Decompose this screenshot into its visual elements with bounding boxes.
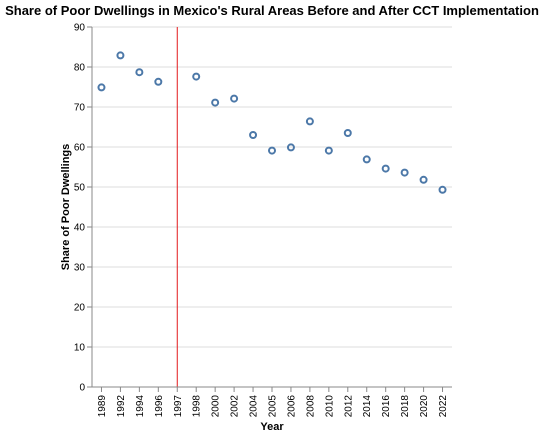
x-tick-label: 2014 [362, 395, 373, 418]
x-tick-label: 2008 [305, 395, 316, 418]
x-tick-label: 1996 [154, 395, 165, 418]
x-tick-label: 1989 [97, 395, 108, 418]
x-tick-label: 2006 [286, 395, 297, 418]
x-tick-label: 2022 [438, 395, 449, 418]
x-tick-label: 2010 [324, 395, 335, 418]
x-tick-label: 1994 [135, 395, 146, 418]
data-point [305, 117, 314, 126]
y-tick-label: 10 [74, 343, 86, 354]
y-tick-label: 80 [74, 63, 86, 74]
data-point [286, 143, 295, 152]
data-point [400, 168, 409, 177]
data-point [343, 129, 352, 137]
y-tick-label: 0 [79, 383, 85, 394]
x-tick-label: 2004 [249, 395, 260, 418]
data-point [324, 146, 333, 155]
x-tick-label: 2020 [419, 395, 430, 418]
data-point [97, 83, 106, 92]
data-point [362, 155, 371, 164]
data-point [135, 68, 144, 77]
x-tick-label: 1998 [192, 395, 203, 418]
y-tick-label: 30 [74, 263, 86, 274]
y-tick-label: 40 [74, 223, 86, 234]
x-tick-label: 2016 [381, 395, 392, 418]
data-point [381, 164, 390, 173]
x-tick-label: 1992 [116, 395, 127, 418]
data-points [97, 51, 447, 194]
y-tick-label: 70 [74, 103, 86, 114]
x-tick-label: 2018 [400, 395, 411, 418]
data-point [154, 77, 163, 86]
y-tick-label: 50 [74, 183, 86, 194]
data-point [249, 131, 258, 139]
data-point [419, 175, 428, 184]
x-axis-title: Year [260, 421, 284, 433]
data-point [230, 94, 239, 103]
data-point [268, 146, 276, 155]
x-tick-label: 2000 [211, 395, 222, 418]
chart-title: Share of Poor Dwellings in Mexico's Rura… [5, 3, 539, 18]
x-tick-label: 2002 [230, 395, 241, 418]
y-tick-label: 20 [74, 303, 86, 314]
axes: 0 10 20 30 40 50 60 70 80 90 1989 1992 1994 1996 1997 1… [74, 23, 452, 418]
y-axis-title: Share of Poor Dwellings [60, 144, 72, 271]
data-point [211, 98, 220, 107]
gridlines [92, 26, 452, 388]
x-tick-label: 2005 [268, 395, 279, 418]
y-tick-label: 90 [74, 23, 86, 34]
x-tick-label: 2012 [343, 395, 354, 418]
y-tick-label: 60 [74, 143, 86, 154]
data-point [438, 185, 447, 194]
data-point [116, 51, 125, 60]
data-point [192, 72, 201, 81]
x-tick-label: 1997 [173, 395, 184, 418]
